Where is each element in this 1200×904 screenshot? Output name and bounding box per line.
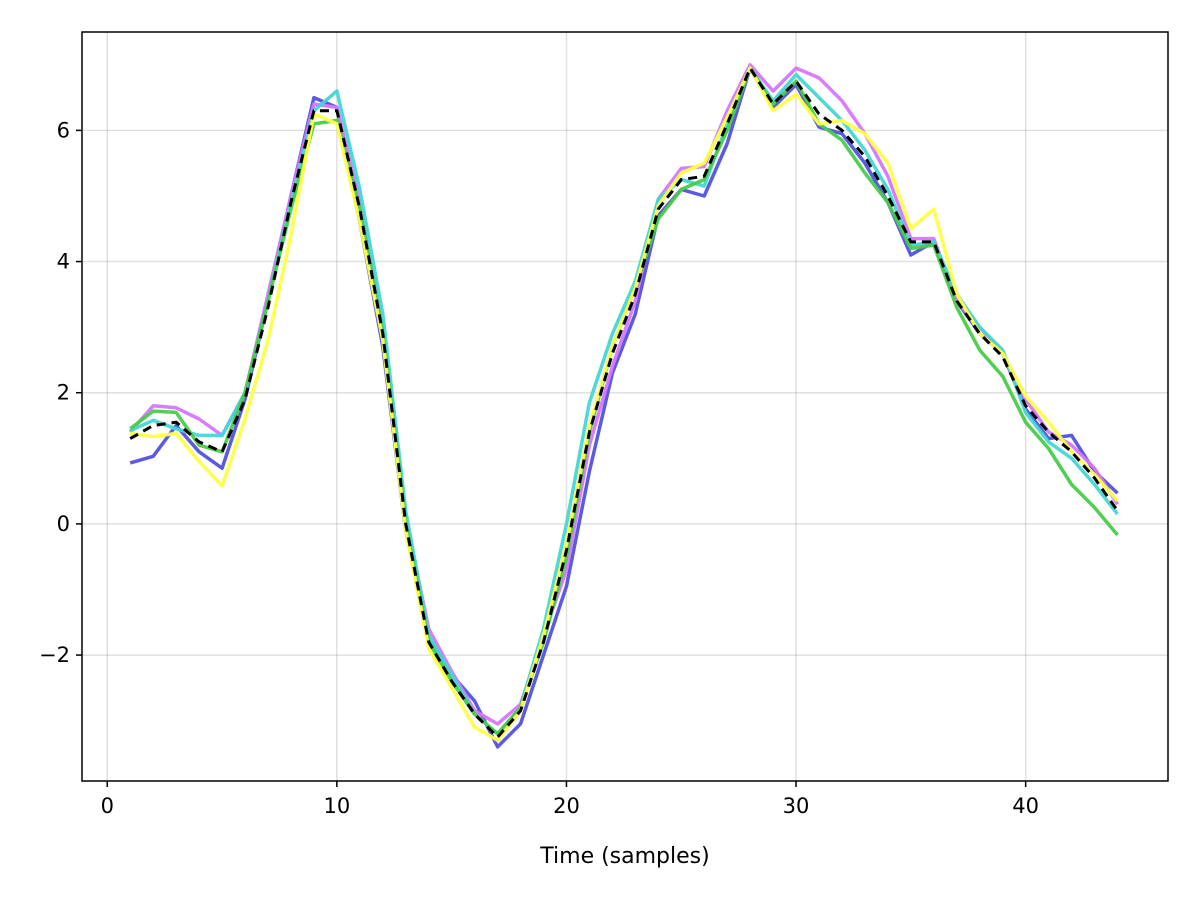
x-tick-label: 20 [553,794,580,818]
y-tick-label: 6 [57,118,70,142]
series-line-5 [129,66,1119,743]
series-line-2 [128,63,1119,726]
x-tick-label: 0 [101,794,114,818]
series-line-6 [129,66,1119,739]
x-axis-label: Time (samples) [539,844,709,869]
x-tick-label: 10 [323,794,350,818]
series-line-4 [129,66,1119,736]
y-axis: −2 0 2 4 6 [39,118,82,667]
x-axis: 0 10 20 30 40 [101,781,1039,818]
y-tick-label: 2 [57,381,70,405]
x-tick-label: 30 [783,794,810,818]
plot-frame [81,31,1169,782]
y-tick-label: 0 [57,512,70,536]
series-line-1 [129,66,1119,749]
x-tick-label: 40 [1012,794,1039,818]
y-tick-label: 4 [57,250,70,274]
grid [82,32,1168,781]
y-tick-label: −2 [39,643,70,667]
series-lines [128,63,1119,749]
series-line-3 [129,66,1119,736]
